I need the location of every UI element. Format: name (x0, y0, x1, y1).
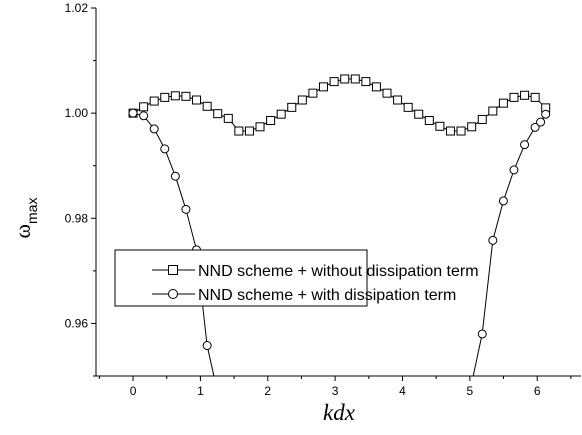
square-marker (530, 92, 540, 102)
square-marker (308, 88, 318, 98)
square-marker (139, 102, 149, 112)
square-marker (170, 91, 180, 101)
circle-marker (181, 204, 191, 214)
circle-marker (128, 108, 138, 118)
circle-marker (477, 329, 487, 339)
square-marker (382, 88, 392, 98)
square-marker (488, 106, 498, 116)
x-tick-label: 5 (467, 384, 474, 398)
square-marker (403, 102, 413, 112)
axes: 0 1 2 3 4 5 6 0.96 0.98 1.00 1.02 (65, 1, 581, 398)
x-tick-label: 1 (197, 384, 204, 398)
square-marker (393, 95, 403, 105)
svg-text:ωmax: ωmax (10, 198, 40, 239)
square-marker (287, 102, 297, 112)
circle-marker (530, 122, 540, 132)
circle-marker (202, 341, 212, 351)
circle-marker (541, 109, 551, 119)
square-marker (350, 74, 360, 84)
circle-marker (149, 124, 159, 134)
y-tick-label: 1.02 (65, 1, 89, 15)
circle-marker (170, 171, 180, 181)
legend: NND scheme + without dissipation term NN… (114, 249, 479, 307)
square-marker (266, 116, 276, 126)
square-marker (361, 77, 371, 87)
y-tick-label: 0.96 (65, 316, 89, 330)
square-marker (424, 116, 434, 126)
square-marker (467, 122, 477, 132)
legend-label-series-2: NND scheme + with dissipation term (198, 287, 456, 304)
x-tick-label: 6 (534, 384, 541, 398)
circle-marker (536, 117, 546, 127)
square-marker (192, 95, 202, 105)
square-marker (297, 95, 307, 105)
x-tick-label: 0 (130, 384, 137, 398)
square-marker (149, 96, 159, 106)
y-tick-label: 1.00 (65, 106, 89, 120)
x-tick-label: 4 (399, 384, 406, 398)
circle-marker (160, 144, 170, 154)
square-marker (340, 74, 350, 84)
square-marker (213, 109, 223, 119)
legend-marker-square (168, 265, 178, 275)
y-tick-label: 0.98 (65, 211, 89, 225)
legend-box (114, 249, 368, 307)
square-marker (276, 109, 286, 119)
y-axis-title: ωmax (10, 198, 40, 239)
legend-marker-circle (168, 289, 178, 299)
square-marker (435, 121, 445, 131)
square-marker (244, 126, 254, 136)
square-marker (329, 77, 339, 87)
circle-marker (488, 235, 498, 245)
square-marker (160, 92, 170, 102)
square-marker (498, 98, 508, 108)
square-marker (509, 92, 519, 102)
series-layer (128, 74, 551, 376)
square-marker (371, 82, 381, 92)
square-marker (445, 126, 455, 136)
square-marker (414, 109, 424, 119)
square-marker (223, 113, 233, 123)
circle-marker (520, 140, 530, 150)
circle-marker (139, 111, 149, 121)
x-tick-label: 2 (264, 384, 271, 398)
square-marker (456, 126, 466, 136)
square-marker (520, 90, 530, 100)
circle-marker (509, 165, 519, 175)
circle-marker (498, 196, 508, 206)
square-marker (255, 122, 265, 132)
square-marker (234, 126, 244, 136)
x-axis-title: kdx (323, 400, 356, 425)
series-line-1 (132, 78, 547, 132)
y-axis-title-sub: max (24, 198, 40, 224)
square-marker (181, 91, 191, 101)
y-axis-title-main: ω (10, 224, 35, 238)
square-marker (318, 82, 328, 92)
square-marker (202, 101, 212, 111)
x-tick-label: 3 (332, 384, 339, 398)
square-marker (477, 114, 487, 124)
legend-label-series-1: NND scheme + without dissipation term (198, 263, 479, 280)
